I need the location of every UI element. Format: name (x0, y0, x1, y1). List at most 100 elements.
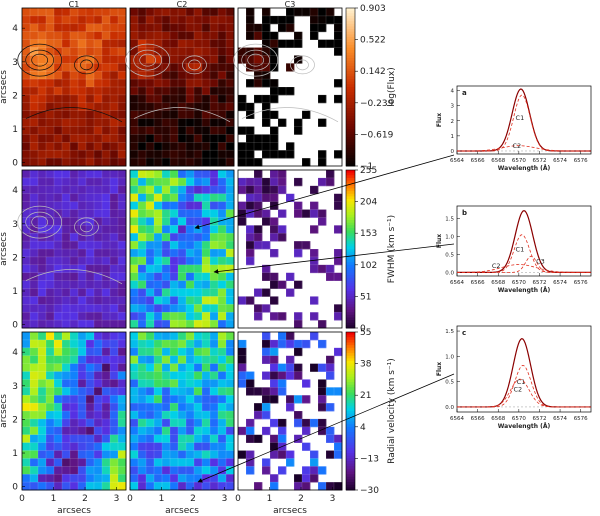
map-pixel (186, 280, 195, 289)
map-pixel (294, 474, 303, 483)
map-pixel (110, 217, 119, 226)
spectrum-panel-c: 6564 6566 6568 6570 6572 6574 65760.00.51.01.5… (436, 325, 592, 430)
colorbar-segment (346, 353, 355, 357)
map-pixel (178, 126, 187, 135)
map-pixel (62, 185, 71, 195)
map-pixel (270, 110, 279, 119)
map-pixel (218, 395, 227, 404)
map-pixel (118, 39, 127, 48)
map-pixel (30, 87, 39, 96)
map-pixel (30, 296, 39, 305)
y-axis-label: Flux (436, 362, 443, 376)
map-pixel (178, 395, 187, 404)
map-pixel (54, 225, 63, 234)
map-pixel (194, 170, 203, 179)
map-pixel (138, 31, 147, 40)
map-pixel (262, 403, 271, 412)
map-pixel (246, 426, 255, 436)
map-pixel (102, 411, 111, 420)
map-pixel (218, 403, 227, 412)
x-tick-label: 1 (267, 494, 273, 504)
map-pixel (54, 102, 63, 112)
map-pixel (162, 209, 171, 218)
map-pixel (22, 15, 31, 25)
map-pixel (294, 31, 303, 40)
map-pixel (38, 442, 47, 451)
colorbar-segment (346, 31, 355, 35)
map-pixel (54, 31, 63, 40)
colorbar-segment (346, 474, 355, 478)
map-pixel (94, 458, 103, 467)
y-tick-label: 2 (451, 119, 455, 125)
map-pixel (102, 474, 111, 483)
map-pixel (102, 418, 111, 428)
map-pixel (170, 71, 179, 80)
map-pixel (210, 126, 219, 135)
map-pixel (110, 241, 119, 250)
map-pixel (194, 249, 203, 258)
map-pixel (210, 466, 219, 475)
map-pixel (254, 241, 263, 250)
map-pixel (186, 312, 195, 321)
map-pixel (46, 320, 55, 329)
map-pixel (62, 170, 71, 179)
map-pixel (218, 150, 227, 159)
map-pixel (70, 296, 79, 305)
map-pixel (254, 387, 263, 396)
map-pixel (170, 110, 179, 119)
map-pixel (146, 142, 155, 151)
map-pixel (86, 304, 95, 313)
map-pixel (154, 185, 163, 195)
map-pixel (38, 395, 47, 404)
map-pixel (194, 201, 203, 210)
map-pixel (294, 209, 303, 218)
map-pixel (154, 142, 163, 151)
colorbar-segment (346, 288, 355, 292)
map-pixel (262, 15, 271, 25)
map-pixel (118, 94, 127, 104)
map-pixel (146, 403, 155, 412)
map-pixel (154, 249, 163, 258)
map-pixel (218, 193, 227, 202)
map-pixel (170, 47, 179, 56)
map-pixel (154, 304, 163, 313)
map-pixel (270, 31, 279, 40)
map-pixel (262, 47, 271, 56)
map-pixel (86, 170, 95, 179)
map-pixel (218, 63, 227, 72)
map-pixel (218, 201, 227, 210)
map-pixel (110, 387, 119, 396)
map-pixel (78, 201, 87, 210)
map-pixel (30, 474, 39, 483)
map-pixel (22, 47, 31, 56)
map-pixel (178, 209, 187, 218)
map-pixel (54, 482, 63, 491)
map-pixel (110, 110, 119, 119)
map-pixel (154, 241, 163, 250)
map-pixel (162, 63, 171, 72)
map-pixel (138, 142, 147, 151)
map-pixel (226, 304, 235, 313)
colorbar-frame (345, 169, 356, 329)
map-pixel (226, 15, 235, 25)
map-pixel (154, 411, 163, 420)
map-pixel (246, 185, 255, 195)
panel-label: c (462, 329, 466, 337)
colorbar-segment (346, 476, 355, 480)
map-pixel (186, 474, 195, 483)
map-pixel (130, 411, 139, 420)
map-pixel (38, 63, 47, 72)
map-pixel (130, 347, 139, 357)
map-pixel (138, 23, 147, 33)
map-pixel (70, 442, 79, 451)
map-pixel (38, 209, 47, 218)
map-pixel (110, 31, 119, 40)
map-pixel (178, 371, 187, 380)
map-pixel (270, 170, 279, 179)
map-pixel (218, 23, 227, 33)
colorbar-segment (346, 58, 355, 62)
map-pixel (270, 434, 279, 443)
map-pixel (138, 241, 147, 250)
map-pixel (202, 304, 211, 313)
map-pixel (38, 296, 47, 305)
